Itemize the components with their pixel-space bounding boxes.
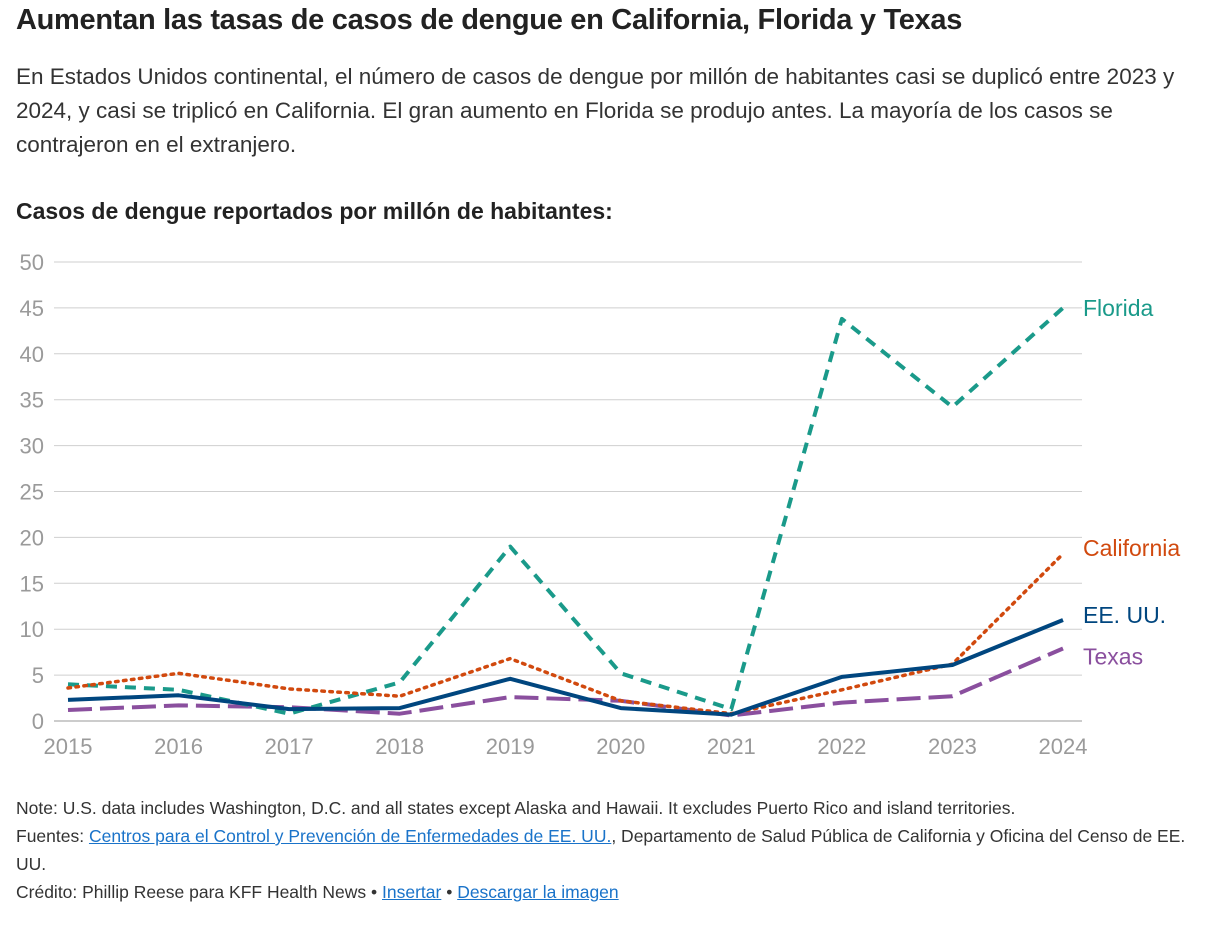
x-tick-label: 2023	[928, 734, 977, 759]
y-tick-label: 5	[32, 663, 44, 688]
x-axis: 2015 2016 2017 2018 2019 2020 2021 2022 2023 2024	[44, 734, 1088, 759]
x-tick-label: 2020	[596, 734, 645, 759]
x-tick-label: 2021	[707, 734, 756, 759]
series-label: EE. UU.	[1083, 602, 1166, 628]
y-tick-label: 40	[20, 342, 44, 367]
chart-footer: Note: U.S. data includes Washington, D.C…	[16, 794, 1206, 906]
sources-prefix: Fuentes:	[16, 826, 89, 846]
series-line-florida	[67, 306, 1065, 716]
page-subtitle: En Estados Unidos continental, el número…	[16, 64, 1175, 157]
sources-rest: , Departamento de Salud Pública de Calif…	[16, 826, 1186, 874]
y-tick-label: 30	[20, 434, 44, 459]
download-image-link[interactable]: Descargar la imagen	[457, 882, 619, 902]
y-tick-label: 20	[20, 525, 44, 550]
x-tick-label: 2024	[1039, 734, 1088, 759]
series-line-texas	[67, 646, 1064, 718]
series-line-ee-uu	[67, 618, 1064, 717]
series-line-california	[66, 552, 1065, 716]
series-label: Texas	[1083, 643, 1143, 669]
y-tick-label: 35	[20, 388, 44, 413]
series-label: Florida	[1083, 295, 1154, 321]
chart-grid	[54, 261, 1082, 722]
y-tick-label: 10	[20, 617, 44, 642]
embed-link[interactable]: Insertar	[382, 882, 442, 902]
footer-note: Note: U.S. data includes Washington, D.C…	[16, 798, 1016, 818]
cdc-source-link[interactable]: Centros para el Control y Prevención de …	[88, 826, 612, 846]
chart-series	[66, 306, 1065, 718]
y-tick-label: 50	[20, 250, 44, 275]
page-title: Aumentan las tasas de casos de dengue en…	[16, 4, 963, 36]
x-tick-label: 2018	[375, 734, 424, 759]
credit-separator: •	[441, 882, 458, 902]
y-tick-label: 15	[20, 571, 44, 596]
x-tick-label: 2015	[44, 734, 93, 759]
series-labels: Florida California EE. UU. Texas	[1083, 295, 1180, 670]
credit-text: Crédito: Phillip Reese para KFF Health N…	[16, 882, 382, 902]
y-tick-label: 0	[32, 709, 44, 734]
y-tick-label: 45	[20, 296, 44, 321]
y-tick-label: 25	[20, 480, 44, 505]
x-tick-label: 2016	[154, 734, 203, 759]
x-tick-label: 2017	[265, 734, 314, 759]
footer-credit: Crédito: Phillip Reese para KFF Health N…	[16, 878, 1206, 906]
footer-sources: Fuentes: Centros para el Control y Preve…	[16, 822, 1206, 878]
y-axis: 0 5 10 15 20 25 30 35 40 45 50	[20, 250, 44, 734]
x-tick-label: 2019	[486, 734, 535, 759]
series-label: California	[1083, 535, 1180, 561]
x-tick-label: 2022	[817, 734, 866, 759]
chart-heading: Casos de dengue reportados por millón de…	[16, 198, 613, 224]
